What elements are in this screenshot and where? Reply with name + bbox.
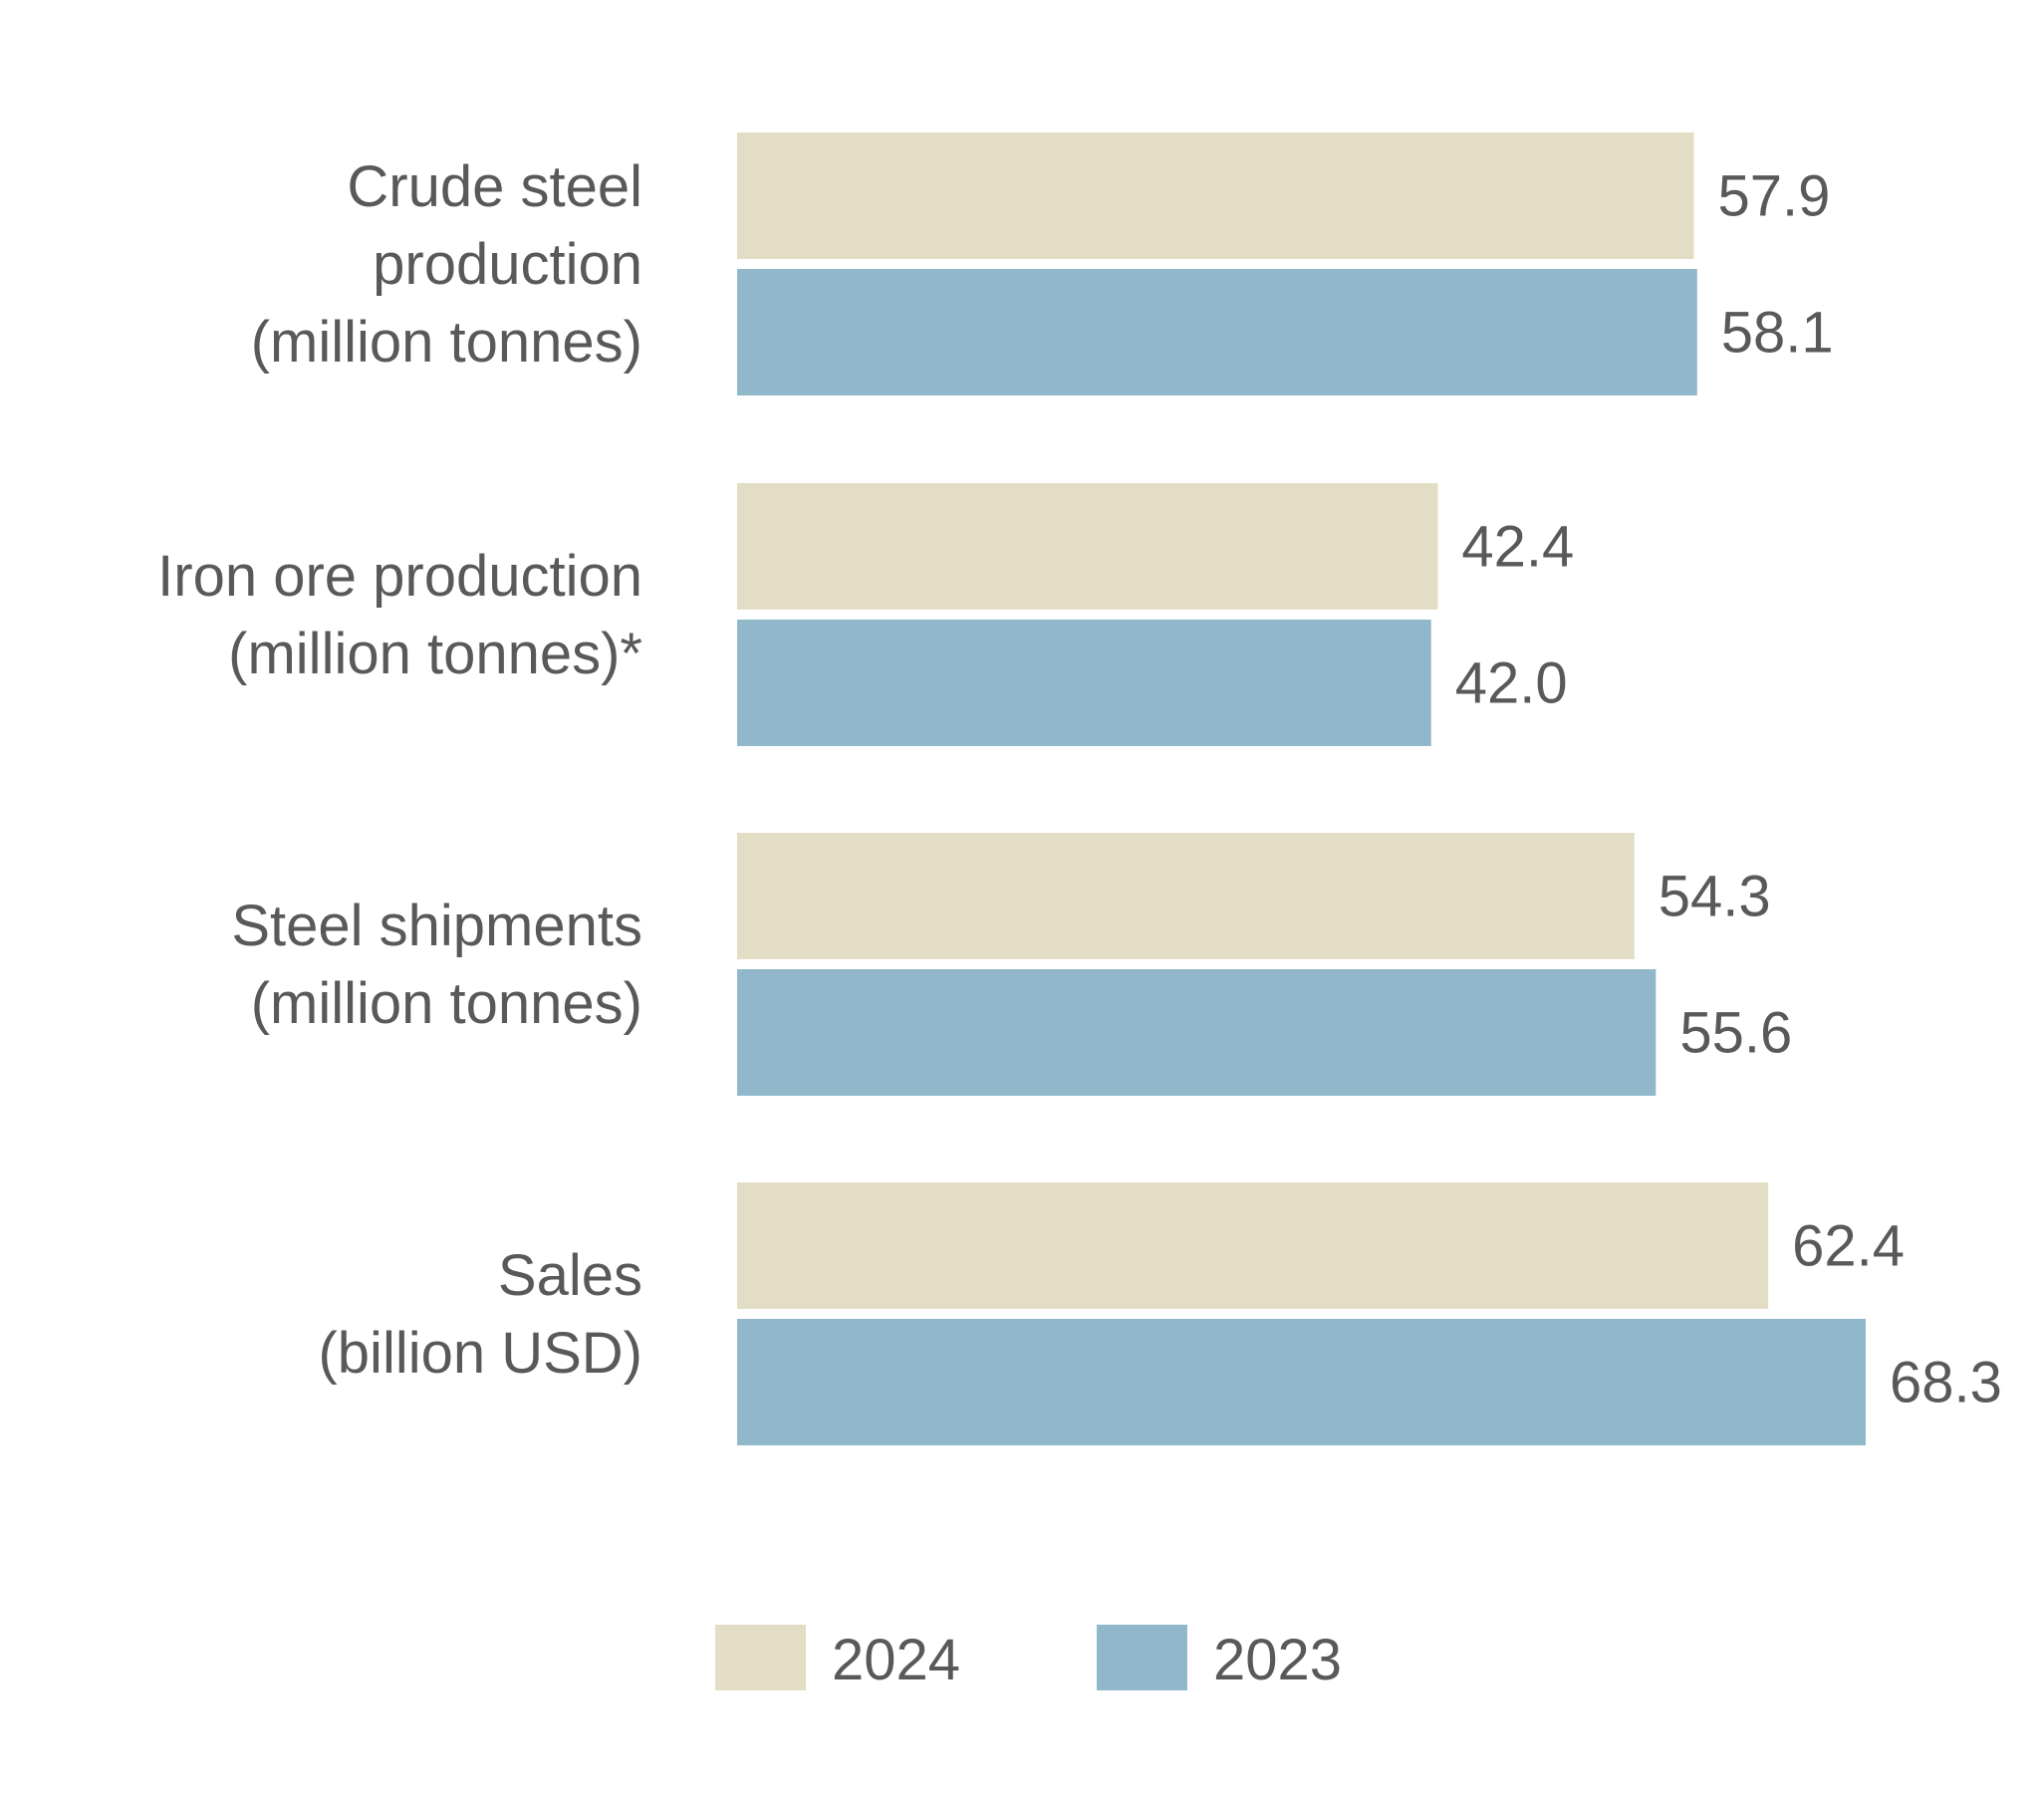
value-label-2024-2: 54.3 bbox=[1659, 865, 1771, 929]
value-label-2023-1: 42.0 bbox=[1455, 651, 1568, 716]
legend-label-2024: 2024 bbox=[832, 1628, 960, 1692]
category-label-3: Sales (billion USD) bbox=[318, 1243, 642, 1386]
value-label-2023-2: 55.6 bbox=[1679, 1001, 1792, 1066]
legend-swatch-2024 bbox=[715, 1625, 806, 1690]
category-labels-layer: Crude steel production (million tonnes) Iro… bbox=[157, 154, 642, 1386]
category-label-line: (million tonnes) bbox=[251, 310, 642, 375]
category-label-line: (billion USD) bbox=[318, 1321, 642, 1386]
bar-2024-3 bbox=[737, 1182, 1769, 1309]
category-label-1: Iron ore production (million tonnes)* bbox=[157, 544, 642, 686]
category-label-2: Steel shipments (million tonnes) bbox=[231, 894, 642, 1036]
bar-2024-0 bbox=[737, 132, 1694, 259]
bar-2023-3 bbox=[737, 1319, 1866, 1445]
category-label-line: Sales bbox=[498, 1243, 642, 1308]
bar-2024-2 bbox=[737, 833, 1635, 959]
category-label-line: production bbox=[373, 232, 642, 297]
category-label-line: Steel shipments bbox=[231, 894, 642, 958]
value-label-2023-3: 68.3 bbox=[1890, 1351, 2002, 1415]
category-label-0: Crude steel production (million tonnes) bbox=[251, 154, 642, 375]
bar-2023-1 bbox=[737, 620, 1431, 746]
bar-2024-1 bbox=[737, 483, 1438, 610]
category-label-line: Iron ore production bbox=[157, 544, 642, 609]
legend: 2024 2023 bbox=[715, 1625, 1342, 1692]
bars-layer bbox=[737, 132, 1866, 1445]
value-labels-layer: 57.9 58.1 42.4 42.0 54.3 55.6 62.4 68.3 bbox=[1455, 164, 2002, 1415]
category-label-line: Crude steel bbox=[347, 154, 642, 219]
value-label-2023-0: 58.1 bbox=[1721, 301, 1834, 366]
value-label-2024-0: 57.9 bbox=[1717, 164, 1830, 229]
bar-2023-2 bbox=[737, 969, 1657, 1096]
value-label-2024-1: 42.4 bbox=[1461, 515, 1574, 580]
category-label-line: (million tonnes) bbox=[251, 971, 642, 1036]
legend-label-2023: 2023 bbox=[1213, 1628, 1342, 1692]
value-label-2024-3: 62.4 bbox=[1792, 1214, 1905, 1279]
bar-2023-0 bbox=[737, 269, 1697, 395]
category-label-line: (million tonnes)* bbox=[228, 622, 642, 686]
legend-swatch-2023 bbox=[1097, 1625, 1187, 1690]
